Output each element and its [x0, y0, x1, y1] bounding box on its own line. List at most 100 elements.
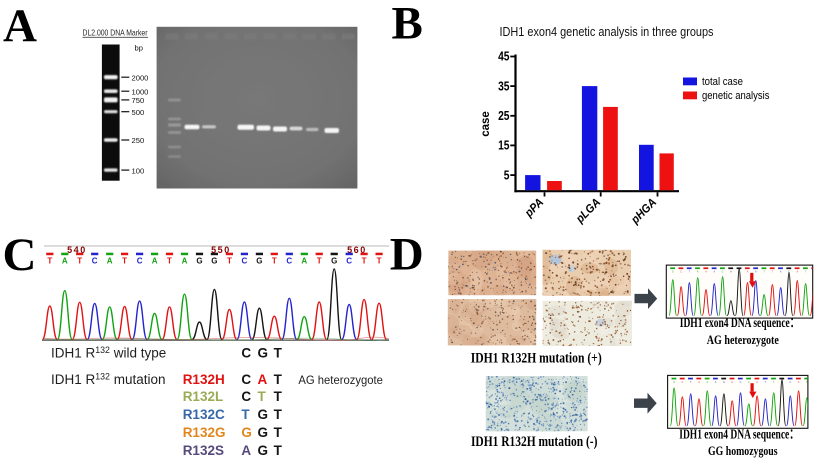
svg-text:T: T [317, 257, 322, 266]
svg-text:AG heterozygote: AG heterozygote [707, 332, 779, 347]
svg-text:T: T [274, 389, 283, 404]
svg-text:T: T [362, 257, 367, 266]
svg-text:A: A [796, 271, 798, 274]
svg-text:IDH1 exon4 genetic analysis in: IDH1 exon4 genetic analysis in three gro… [500, 24, 714, 39]
svg-text:A: A [747, 271, 749, 274]
svg-text:A: A [730, 271, 732, 274]
svg-text:IDH1 R132H mutation (+): IDH1 R132H mutation (+) [471, 351, 602, 367]
svg-text:A: A [241, 443, 251, 458]
svg-text:C: C [788, 271, 790, 274]
svg-text:A: A [152, 257, 158, 266]
svg-text:G: G [256, 257, 262, 266]
svg-text:A: A [301, 257, 307, 266]
svg-text:C: C [680, 271, 682, 274]
svg-text:T: T [77, 257, 82, 266]
svg-text:G: G [722, 271, 724, 274]
svg-text:T: T [763, 271, 765, 274]
svg-text:A: A [798, 381, 800, 384]
svg-text:5: 5 [504, 169, 510, 182]
svg-text:A: A [755, 271, 757, 274]
svg-text:T: T [765, 381, 767, 384]
svg-text:T: T [772, 271, 774, 274]
svg-text:total case: total case [702, 76, 743, 88]
svg-text:G: G [211, 257, 217, 266]
svg-text:case: case [480, 111, 492, 137]
svg-text:C: C [286, 257, 292, 266]
svg-text:A: A [3, 0, 37, 52]
svg-text:1000: 1000 [132, 87, 149, 96]
svg-text:T: T [690, 381, 692, 384]
svg-text:500: 500 [132, 108, 145, 117]
svg-text:G: G [723, 381, 725, 384]
svg-text:C: C [92, 257, 98, 266]
svg-text:C: C [241, 346, 251, 361]
svg-text:A: A [697, 271, 699, 274]
svg-text:C: C [3, 229, 37, 281]
svg-text:C: C [346, 257, 352, 266]
svg-text:A: A [258, 372, 268, 387]
svg-text:45: 45 [498, 51, 510, 64]
svg-text:R132S: R132S [183, 443, 224, 458]
svg-text:2000: 2000 [132, 73, 149, 82]
svg-text:G: G [196, 257, 202, 266]
svg-text:R132C: R132C [183, 407, 225, 422]
svg-text:C: C [682, 381, 684, 384]
svg-text:G: G [258, 346, 269, 361]
svg-text:550: 550 [211, 245, 231, 255]
svg-text:C: C [241, 372, 251, 387]
svg-text:C: C [789, 381, 791, 384]
svg-text:A: A [715, 381, 717, 384]
svg-text:T: T [274, 443, 283, 458]
svg-text:bp: bp [135, 43, 143, 52]
svg-text:T: T [227, 257, 232, 266]
svg-text:15: 15 [498, 140, 510, 153]
svg-text:T: T [167, 257, 172, 266]
svg-text:A: A [698, 381, 700, 384]
svg-text:A: A [706, 381, 708, 384]
svg-text:T: T [122, 257, 127, 266]
svg-text:C: C [242, 257, 248, 266]
svg-text:A: A [748, 381, 750, 384]
svg-text:IDH1 R132 mutation: IDH1 R132 mutation [51, 372, 165, 388]
svg-text:R132G: R132G [183, 425, 226, 440]
svg-text:T: T [272, 257, 277, 266]
svg-text:DL2.000 DNA Marker: DL2.000 DNA Marker [83, 28, 148, 37]
svg-text:R132L: R132L [183, 389, 224, 404]
svg-text:G: G [258, 425, 269, 440]
svg-text:560: 560 [347, 245, 367, 255]
svg-text:AG heterozygote: AG heterozygote [298, 373, 383, 387]
svg-text:IDH1 R132 wild type: IDH1 R132 wild type [51, 345, 166, 361]
svg-text:IDH1 exon4 DNA sequence：: IDH1 exon4 DNA sequence： [680, 315, 800, 330]
svg-text:T: T [274, 372, 283, 387]
svg-text:A: A [705, 271, 707, 274]
svg-text:T: T [274, 425, 283, 440]
svg-text:T: T [258, 389, 267, 404]
svg-text:T: T [773, 381, 775, 384]
svg-text:T: T [274, 346, 283, 361]
svg-text:T: T [241, 407, 250, 422]
svg-text:A: A [107, 257, 113, 266]
svg-text:T: T [806, 381, 808, 384]
svg-text:D: D [390, 229, 424, 281]
svg-text:750: 750 [132, 96, 145, 105]
svg-text:B: B [392, 0, 423, 50]
svg-text:R132H: R132H [183, 372, 225, 387]
svg-text:C: C [137, 257, 143, 266]
svg-text:G: G [331, 257, 337, 266]
svg-text:T: T [47, 257, 52, 266]
svg-text:A: A [731, 381, 733, 384]
svg-text:G: G [672, 271, 674, 274]
svg-text:genetic analysis: genetic analysis [702, 90, 770, 102]
svg-text:T: T [274, 407, 283, 422]
svg-text:G: G [241, 425, 252, 440]
svg-text:A: A [62, 257, 68, 266]
svg-text:C: C [740, 381, 742, 384]
svg-text:GG homozygous: GG homozygous [708, 443, 778, 458]
svg-text:540: 540 [67, 245, 87, 255]
svg-text:G: G [673, 381, 675, 384]
svg-text:A: A [713, 271, 715, 274]
svg-text:T: T [805, 271, 807, 274]
svg-text:G: G [258, 407, 269, 422]
svg-text:G: G [258, 443, 269, 458]
svg-text:C: C [241, 389, 251, 404]
